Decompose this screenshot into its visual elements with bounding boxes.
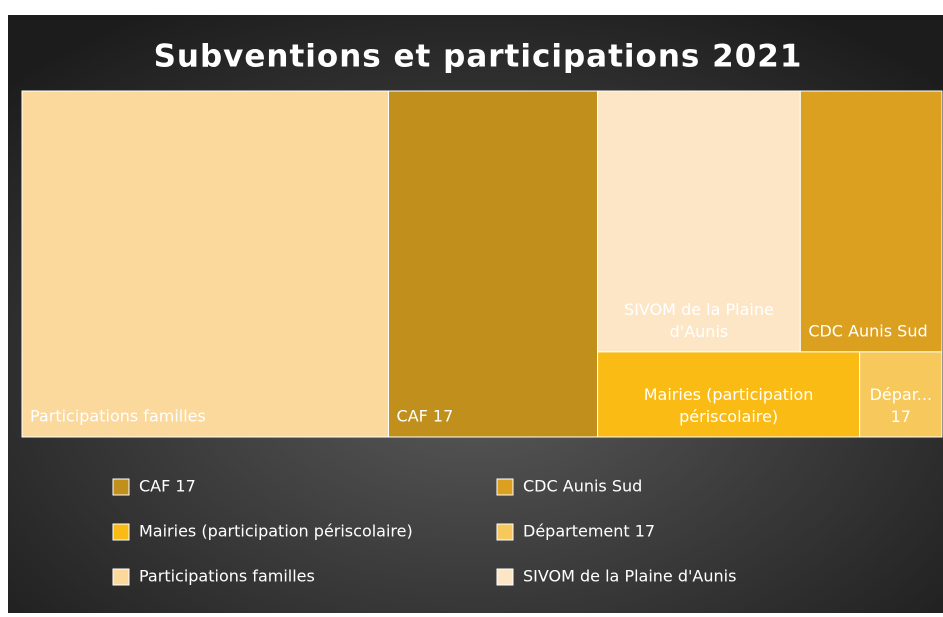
legend-swatch — [112, 478, 130, 496]
cell-label: CDC Aunis Sud — [808, 321, 927, 340]
chart-title: Subventions et participations 2021 — [154, 39, 803, 75]
cell-label: Dépar... 17 — [870, 385, 933, 426]
legend-label: SIVOM de la Plaine d'Aunis — [523, 567, 736, 586]
treemap-cell — [597, 90, 801, 353]
treemap-cell — [21, 90, 390, 438]
legend-label: Mairies (participation périscolaire) — [139, 522, 413, 541]
legend-swatch — [496, 478, 514, 496]
cell-label: CAF 17 — [397, 407, 454, 426]
treemap-cell — [859, 351, 943, 438]
treemap-cell — [597, 351, 861, 438]
legend-swatch — [496, 523, 514, 541]
legend-swatch — [112, 568, 130, 586]
legend-label: CDC Aunis Sud — [523, 477, 642, 496]
treemap-cell — [799, 90, 943, 353]
treemap-cell — [388, 90, 599, 438]
legend-swatch — [496, 568, 514, 586]
legend-label: CAF 17 — [139, 477, 196, 496]
cell-label: Participations familles — [30, 407, 206, 426]
legend-label: Participations familles — [139, 567, 315, 586]
legend-swatch — [112, 523, 130, 541]
cell-label: SIVOM de la Plaine d'Aunis — [624, 299, 774, 340]
legend-label: Département 17 — [523, 522, 655, 541]
cell-label: Mairies (participation périscolaire) — [644, 385, 814, 426]
